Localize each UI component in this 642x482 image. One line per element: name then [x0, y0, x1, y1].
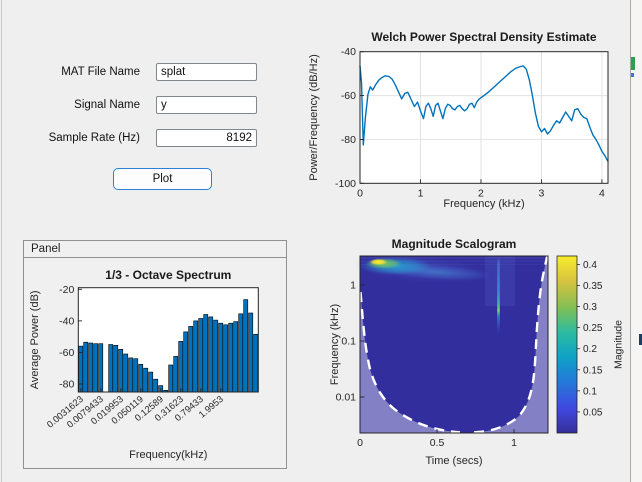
app-window-left-border: [1, 0, 2, 482]
sample-rate-input[interactable]: [156, 129, 257, 147]
svg-text:3: 3: [539, 187, 545, 199]
svg-text:0.2: 0.2: [583, 344, 597, 355]
octave-spectrum-chart: -80-60-40-200.00316230.00794330.0199530.…: [29, 268, 259, 461]
svg-text:1: 1: [418, 187, 424, 199]
svg-text:Average Power (dB): Average Power (dB): [29, 290, 41, 389]
svg-text:Welch Power Spectral Density E: Welch Power Spectral Density Estimate: [371, 30, 597, 44]
green-fragment: [631, 57, 635, 70]
svg-text:0.15: 0.15: [583, 365, 603, 376]
svg-text:-100: -100: [335, 178, 356, 190]
sample-rate-label: Sample Rate (Hz): [48, 132, 140, 144]
svg-text:0.05: 0.05: [583, 407, 603, 418]
svg-text:-60: -60: [341, 90, 356, 102]
svg-text:Power/Frequency (dB/Hz): Power/Frequency (dB/Hz): [308, 54, 320, 181]
svg-text:2: 2: [478, 187, 484, 199]
blue-fragment: [631, 73, 634, 77]
desktop-sliver: [631, 0, 642, 482]
svg-text:1/3 - Octave Spectrum: 1/3 - Octave Spectrum: [105, 268, 231, 282]
panel-title: Panel: [24, 241, 286, 258]
magnitude-scalogram-chart: 0 0.5 1 0.01 0.1 1 Magnitude Scalogram Time (se…: [330, 237, 625, 467]
svg-text:Frequency(kHz): Frequency(kHz): [129, 449, 207, 461]
svg-text:0.3: 0.3: [583, 302, 597, 313]
svg-text:0.1: 0.1: [341, 336, 356, 348]
mat-file-name-label: MAT File Name: [61, 66, 140, 78]
svg-text:Frequency (kHz): Frequency (kHz): [443, 198, 524, 210]
svg-text:-60: -60: [59, 347, 74, 359]
svg-text:-80: -80: [59, 378, 74, 390]
svg-text:Magnitude Scalogram: Magnitude Scalogram: [392, 237, 517, 251]
svg-text:Magnitude: Magnitude: [613, 320, 625, 369]
signal-name-label: Signal Name: [74, 99, 140, 111]
svg-text:-40: -40: [59, 315, 74, 327]
navy-fragment: [639, 334, 642, 345]
svg-text:4: 4: [599, 187, 605, 199]
svg-text:1: 1: [511, 437, 517, 449]
svg-text:0.5: 0.5: [430, 437, 445, 449]
window-edge-divider: [630, 0, 631, 482]
panel: Panel -80 -60 -40 -20 0.0031623 0.0079433 0.01…: [23, 240, 287, 469]
svg-text:0: 0: [357, 437, 363, 449]
mat-file-name-input[interactable]: [156, 63, 257, 81]
svg-text:Time (secs): Time (secs): [425, 455, 482, 467]
svg-text:0.35: 0.35: [583, 281, 603, 292]
svg-text:-80: -80: [341, 134, 356, 146]
svg-text:0.01: 0.01: [336, 392, 357, 404]
svg-text:0.1: 0.1: [583, 386, 597, 397]
svg-text:0.4: 0.4: [583, 260, 597, 271]
welch-psd-chart: 0 1 2 3 4 -100 -80 -60 -40 Welch Power Spectral D…: [308, 30, 609, 210]
svg-text:-40: -40: [341, 46, 356, 58]
svg-text:Frequency (kHz): Frequency (kHz): [330, 304, 341, 385]
svg-text:-20: -20: [59, 284, 74, 296]
svg-text:0.25: 0.25: [583, 323, 603, 334]
svg-text:1: 1: [350, 280, 356, 292]
plot-button[interactable]: Plot: [113, 168, 212, 190]
svg-text:0: 0: [357, 187, 363, 199]
signal-name-input[interactable]: [156, 96, 257, 114]
